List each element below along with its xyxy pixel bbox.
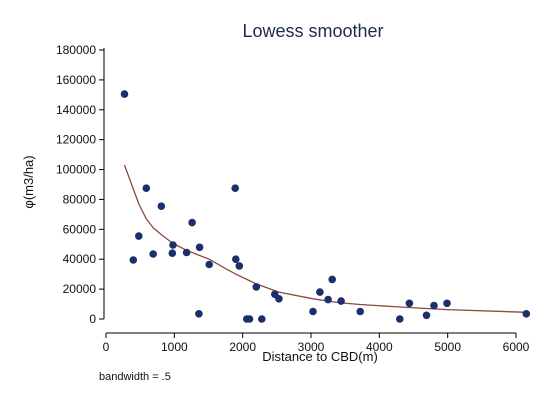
data-point	[168, 249, 177, 257]
y-tick-label: 80000	[63, 192, 97, 206]
data-point	[522, 310, 531, 318]
data-point	[188, 218, 196, 227]
data-point	[182, 248, 191, 257]
x-tick-label: 5000	[434, 340, 461, 354]
x-axis-ticks: 0 1000 2000 3000 4000 5000 6000	[103, 333, 530, 354]
data-point	[405, 299, 414, 308]
data-point	[443, 299, 451, 308]
y-tick-label: 100000	[56, 163, 96, 177]
data-point	[157, 202, 166, 210]
data-point	[422, 311, 431, 320]
data-point	[356, 307, 365, 316]
axes	[103, 48, 516, 334]
data-point	[258, 315, 266, 323]
y-tick-label: 40000	[63, 252, 97, 266]
y-tick-label: 140000	[56, 103, 96, 117]
data-point	[309, 307, 317, 316]
y-axis-ticks: 0 20000 40000 60000 80000 100000 120000 140000 1…	[56, 43, 104, 326]
data-point	[135, 232, 143, 240]
data-point	[252, 283, 261, 291]
data-point	[120, 90, 129, 98]
data-point	[169, 241, 177, 249]
y-tick-label: 160000	[56, 73, 96, 87]
y-tick-label: 20000	[63, 282, 97, 296]
data-point	[324, 295, 332, 304]
x-tick-label: 1000	[161, 340, 188, 354]
x-axis-title: Distance to CBD(m)	[262, 349, 378, 364]
y-tick-label: 0	[89, 312, 96, 326]
data-point	[129, 256, 138, 264]
x-tick-label: 3000	[298, 340, 325, 354]
data-point	[235, 262, 244, 270]
data-point	[142, 184, 151, 192]
data-point	[396, 315, 404, 323]
data-point	[195, 310, 203, 318]
data-point	[149, 250, 157, 258]
data-point	[337, 297, 345, 305]
x-tick-label: 2000	[229, 340, 256, 354]
data-point	[275, 295, 283, 303]
y-tick-label: 120000	[56, 133, 96, 147]
data-point	[195, 243, 204, 252]
x-tick-label: 4000	[366, 340, 393, 354]
data-point	[328, 275, 337, 284]
x-tick-label: 6000	[503, 340, 530, 354]
data-point	[231, 184, 239, 192]
data-points	[120, 90, 531, 323]
y-axis-title: φ(m3/ha)	[21, 155, 36, 208]
x-tick-label: 0	[103, 340, 110, 354]
bandwidth-note: bandwidth = .5	[99, 371, 171, 383]
data-point	[430, 301, 438, 310]
y-tick-label: 60000	[63, 222, 97, 236]
data-point	[205, 260, 213, 269]
data-point	[316, 288, 324, 296]
lowess-smoother-line	[123, 164, 527, 313]
chart-title: Lowess smoother	[242, 21, 383, 41]
data-point	[232, 255, 240, 263]
data-point	[245, 315, 254, 323]
y-tick-label: 180000	[56, 43, 96, 57]
